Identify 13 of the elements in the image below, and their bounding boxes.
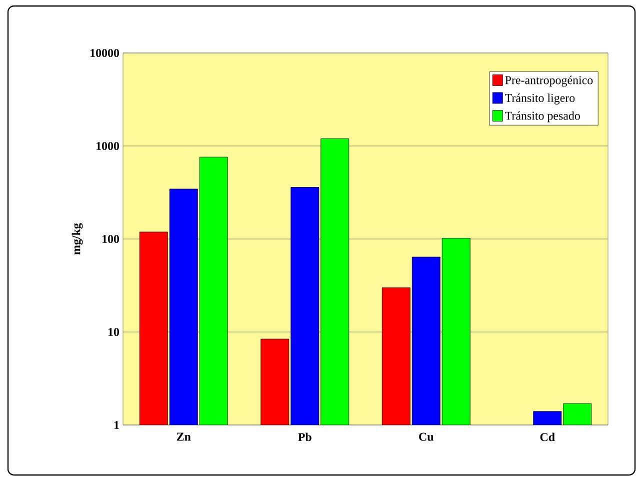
x-tick-label: Pb xyxy=(298,432,312,442)
y-tick-label: 10000 xyxy=(90,48,120,58)
legend-label: Pre-antropogénico xyxy=(505,76,593,87)
y-axis-title: mg/kg xyxy=(72,223,83,255)
legend-label: Tránsito pesado xyxy=(505,111,580,122)
x-tick-label: Zn xyxy=(176,432,191,441)
x-tick-label: Cd xyxy=(540,432,555,442)
y-tick-label: 10 xyxy=(108,328,120,336)
legend-label: Tránsito ligero xyxy=(505,94,575,104)
y-tick-label: 1000 xyxy=(96,142,120,150)
y-tick-label: 1 xyxy=(114,421,119,429)
x-tick-label: Cu xyxy=(419,432,434,441)
y-tick-label: 100 xyxy=(102,234,120,244)
